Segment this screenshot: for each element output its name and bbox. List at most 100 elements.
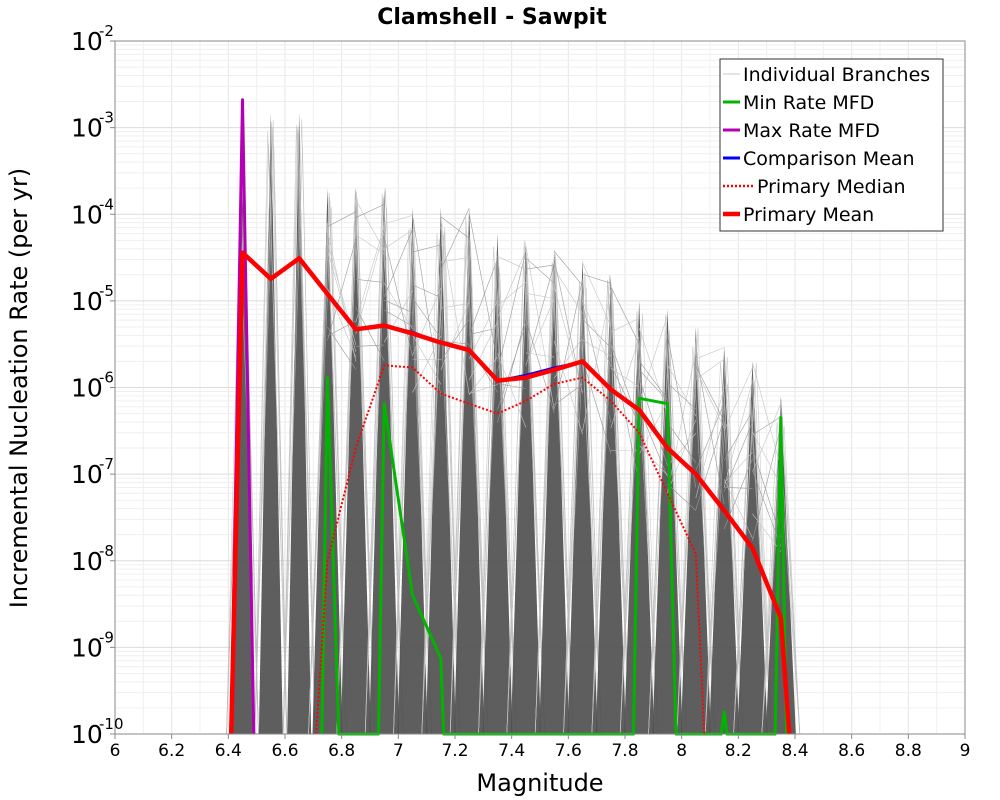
branch-line [761, 422, 801, 735]
branch-line [638, 444, 668, 476]
branch-line [591, 275, 631, 735]
branch-line [383, 229, 413, 250]
branch-line [667, 433, 697, 467]
branch-line [676, 346, 716, 735]
branch-line [468, 321, 498, 381]
y-tick-label-base: 10 [71, 720, 103, 749]
x-tick-label: 8.4 [781, 741, 808, 761]
branch-line [724, 487, 753, 489]
branch-line [440, 303, 470, 309]
x-tick-label: 8 [676, 741, 687, 761]
branch-line [695, 369, 725, 429]
y-tick-label-exponent: -7 [99, 455, 114, 473]
branch-line [468, 213, 498, 362]
branch-line [695, 347, 725, 360]
branch-line [648, 336, 687, 735]
y-tick-label-base: 10 [71, 547, 103, 576]
branch-line [355, 204, 385, 218]
branch-spike [539, 248, 570, 734]
branch-line [412, 244, 441, 253]
y-tick-label-exponent: -10 [99, 715, 124, 733]
branch-line [421, 232, 461, 735]
branch-line [610, 318, 640, 333]
branch-line [327, 230, 357, 362]
branch-line [440, 226, 470, 395]
x-tick-label: 7.4 [498, 741, 525, 761]
branch-line [440, 256, 470, 263]
branch-line [525, 292, 555, 299]
branch-line [393, 229, 432, 735]
branch-line [723, 421, 753, 492]
branch-line [667, 350, 697, 493]
branch-line [638, 377, 668, 466]
legend-label: Max Rate MFD [743, 120, 880, 142]
branch-line [497, 383, 526, 389]
branch-spike [765, 395, 796, 734]
branch-line [610, 364, 640, 425]
branch-line [676, 344, 716, 735]
branch-line [667, 383, 697, 410]
branch-line [553, 383, 583, 406]
branch-line [412, 335, 442, 393]
series-line-primary-median [315, 364, 706, 735]
branch-line [638, 328, 668, 413]
branch-line [364, 207, 404, 735]
branch-line [383, 290, 413, 343]
branch-line [619, 310, 659, 735]
branch-line [412, 334, 442, 385]
branch-line [752, 513, 782, 552]
y-tick-label-base: 10 [71, 374, 103, 403]
branch-line [383, 236, 413, 357]
branch-line [638, 360, 668, 400]
branch-line [582, 318, 612, 348]
branch-line [553, 251, 583, 286]
branch-line [648, 314, 687, 735]
y-tick-label-exponent: -9 [99, 628, 114, 646]
legend-label: Individual Branches [743, 64, 930, 86]
branch-spike [258, 112, 283, 734]
branch-line [752, 448, 782, 538]
x-tick-label: 6 [110, 741, 121, 761]
branch-line [563, 278, 602, 735]
branch-line [752, 403, 782, 473]
y-tick-label-exponent: -5 [99, 282, 114, 300]
branch-line [525, 264, 555, 270]
branch-line [478, 273, 517, 735]
branch-line [478, 246, 517, 735]
legend-label: Primary Mean [743, 204, 874, 226]
branch-line [506, 261, 546, 735]
branch-line [695, 366, 725, 422]
branch-line [468, 356, 498, 395]
y-tick-label-base: 10 [71, 460, 103, 489]
branch-line [336, 198, 376, 735]
y-tick-label-exponent: -6 [99, 369, 114, 387]
y-tick-label-exponent: -8 [99, 542, 114, 560]
branch-line [497, 255, 526, 270]
y-tick-label-exponent: -3 [99, 109, 114, 127]
branch-line [497, 250, 527, 319]
branch-line [610, 343, 640, 425]
branch-line [582, 273, 611, 284]
branch-line [695, 418, 725, 510]
y-axis-label: Incremental Nucleation Rate (per yr) [5, 168, 33, 608]
branch-line [761, 425, 801, 735]
branch-line [364, 222, 404, 735]
branch-line [610, 336, 640, 429]
x-axis-label: Magnitude [476, 769, 603, 797]
branch-line [282, 132, 316, 735]
branch-line [525, 263, 555, 367]
y-tick-label-base: 10 [71, 114, 103, 143]
branch-line [723, 410, 753, 461]
x-tick-label: 6.6 [271, 741, 298, 761]
y-tick-label-base: 10 [71, 287, 103, 316]
branch-line [254, 121, 288, 735]
branch-spike [425, 207, 456, 734]
x-tick-label: 8.6 [838, 741, 865, 761]
branch-line [525, 257, 555, 284]
branch-line [610, 286, 640, 345]
branch-line [336, 189, 376, 735]
branch-line [282, 125, 316, 735]
branch-line [412, 215, 442, 397]
branch-line [610, 367, 640, 388]
